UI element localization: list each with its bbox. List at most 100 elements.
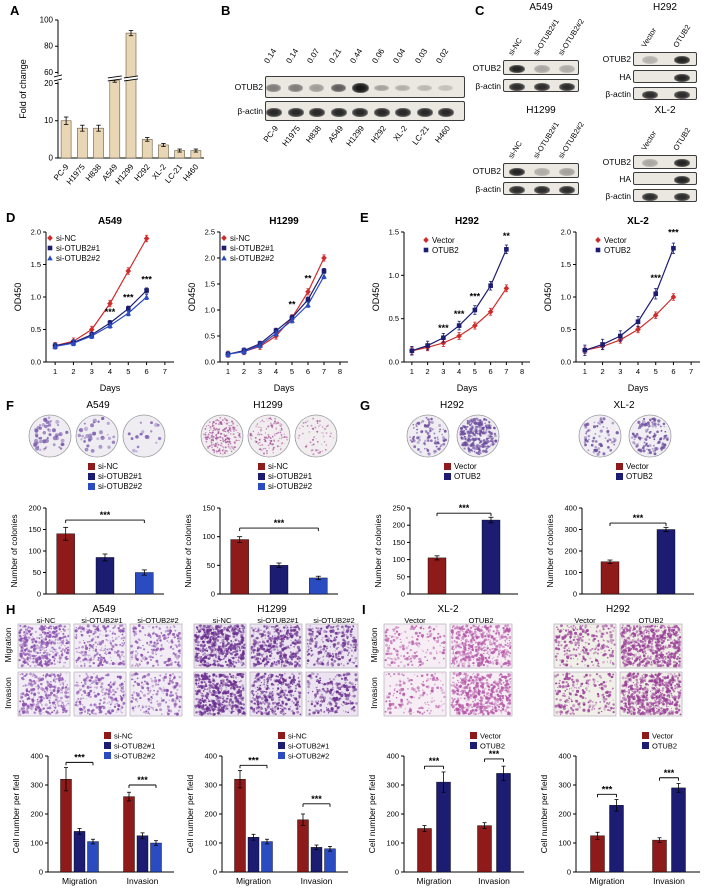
- panel-e: E H292 0.0 0.5 1.0 1.5 1 2 3 4 5 6 7 8 Days OD450 *** **…: [360, 208, 710, 398]
- legend-item: si-OTUB2#2: [258, 482, 312, 491]
- column-label: OTUB2: [638, 616, 664, 625]
- blot-band: [642, 56, 658, 64]
- blot-row-label: HA: [619, 71, 631, 82]
- blot-band: [309, 107, 325, 117]
- legend-item: OTUB2: [444, 472, 481, 481]
- legend-label: si-OTUB2#2: [288, 752, 329, 761]
- panel-a: A 0 10 20 60 80 100 Fold of change PC-9 H1975 H83…: [0, 0, 215, 208]
- x-tick: 7: [504, 367, 508, 376]
- bar: [671, 787, 686, 873]
- lane-label: si-OTUB2#2: [556, 120, 586, 160]
- y-axis-label: Fold of change: [18, 59, 28, 119]
- transwell-images-i: [383, 623, 683, 717]
- x-tick: 3: [258, 367, 262, 376]
- colony-dish: [578, 414, 622, 458]
- legend-item: si-NC: [258, 462, 312, 471]
- blot-row-label-actin: β-actin: [237, 106, 263, 116]
- column-label: si-NC: [212, 616, 232, 625]
- panel-label-h: H: [6, 602, 16, 617]
- y-tick: 80: [44, 42, 53, 51]
- blot-band: [509, 185, 525, 194]
- y-tick: 0: [37, 590, 41, 599]
- blot-band: [287, 84, 303, 92]
- x-tick: 2: [600, 367, 604, 376]
- colony-dish: [200, 414, 244, 458]
- legend-label: si-OTUB2#1: [230, 244, 275, 253]
- blot-quant-value: 0.07: [305, 47, 322, 65]
- x-tick: 4: [274, 367, 278, 376]
- actin-blot: [265, 101, 465, 121]
- legend-swatch: [104, 752, 111, 759]
- y-tick: 400: [558, 752, 571, 761]
- y-tick: 0: [49, 154, 54, 163]
- significance: ***: [650, 273, 661, 283]
- x-tick: 2: [71, 367, 75, 376]
- y-tick: 100: [40, 16, 54, 25]
- bar: [297, 819, 309, 873]
- y-tick: 200: [558, 810, 571, 819]
- bar: [125, 32, 137, 159]
- x-tick: 5: [654, 367, 658, 376]
- significance: ***: [248, 755, 259, 765]
- y-tick: 50: [397, 572, 405, 581]
- legend-label: Vector: [626, 462, 649, 471]
- legend-label: si-NC: [268, 462, 288, 471]
- blot-band: [642, 90, 658, 99]
- legend-label: Vector: [652, 732, 674, 741]
- y-axis-label: Cell number per field: [539, 775, 549, 854]
- x-tick-label: H838: [84, 162, 104, 183]
- y-axis-label: Number of colonies: [373, 514, 383, 587]
- x-tick: 6: [144, 367, 148, 376]
- blot-box: [503, 60, 579, 75]
- bar: [652, 839, 667, 873]
- legend-label: Vector: [480, 732, 502, 741]
- significance: ***: [438, 323, 449, 333]
- legend-label: OTUB2: [432, 246, 459, 255]
- y-tick: 400: [564, 504, 577, 513]
- panel-label-b: B: [221, 3, 231, 18]
- significance: **: [304, 273, 312, 283]
- blot-quant-value: 0.14: [262, 47, 279, 65]
- panel-b: B OTUB2 β-actin 0.14 0.14 0.07 0.21 0.44 0.06…: [215, 0, 473, 208]
- h1299-colony-legend: si-NC si-OTUB2#1 si-OTUB2#2: [258, 462, 312, 491]
- blot-band: [416, 107, 433, 117]
- chart-title: H1299: [269, 216, 299, 227]
- bar: [135, 572, 154, 595]
- legend-swatch: [470, 742, 477, 749]
- bar: [123, 796, 135, 873]
- x-tick: 7: [689, 367, 693, 376]
- y-tick: 100: [392, 555, 405, 564]
- h292-colony-bar-chart: 0 50 100 150 200 250 Number of colonies ***: [373, 503, 518, 599]
- x-tick: 6: [306, 367, 310, 376]
- significance: ***: [123, 292, 134, 302]
- x-axis-label: Days: [628, 383, 649, 393]
- blot-quant-value: 0.04: [391, 47, 408, 65]
- x-tick: 8: [520, 367, 524, 376]
- legend-label: si-OTUB2#2: [268, 482, 313, 491]
- legend-swatch: [642, 742, 649, 749]
- legend-label: Vector: [454, 462, 477, 471]
- lane-label: Vector: [639, 129, 659, 152]
- lane-label: OTUB2: [671, 23, 693, 49]
- blot-box: [503, 79, 579, 92]
- y-axis-label: OD450: [13, 283, 23, 312]
- x-tick: 1: [226, 367, 230, 376]
- group-label: Invasion: [301, 876, 333, 886]
- h1299-colony-images: [200, 414, 338, 458]
- x-tick: 4: [457, 367, 461, 376]
- significance: **: [288, 299, 296, 309]
- lane-label: si-OTUB2#2: [556, 17, 586, 57]
- panel-d: D A549 0.0 0.5 1.0 1.5 2.0 1 2 3 4 5 6 7 Days OD450 ***…: [0, 208, 358, 398]
- x-tick: 6: [671, 367, 675, 376]
- blot-row-label: β-actin: [605, 190, 631, 201]
- legend-label: si-NC: [114, 732, 133, 741]
- column-label: si-OTUB2#1: [81, 616, 123, 625]
- blot-box: [633, 87, 697, 100]
- panel-label-i: I: [362, 602, 366, 617]
- legend-swatch: [104, 742, 111, 749]
- colony-group-title-a549: A549: [86, 400, 110, 411]
- legend-swatch: [444, 473, 451, 480]
- significance: ***: [470, 292, 481, 302]
- chart-title: A549: [98, 216, 122, 227]
